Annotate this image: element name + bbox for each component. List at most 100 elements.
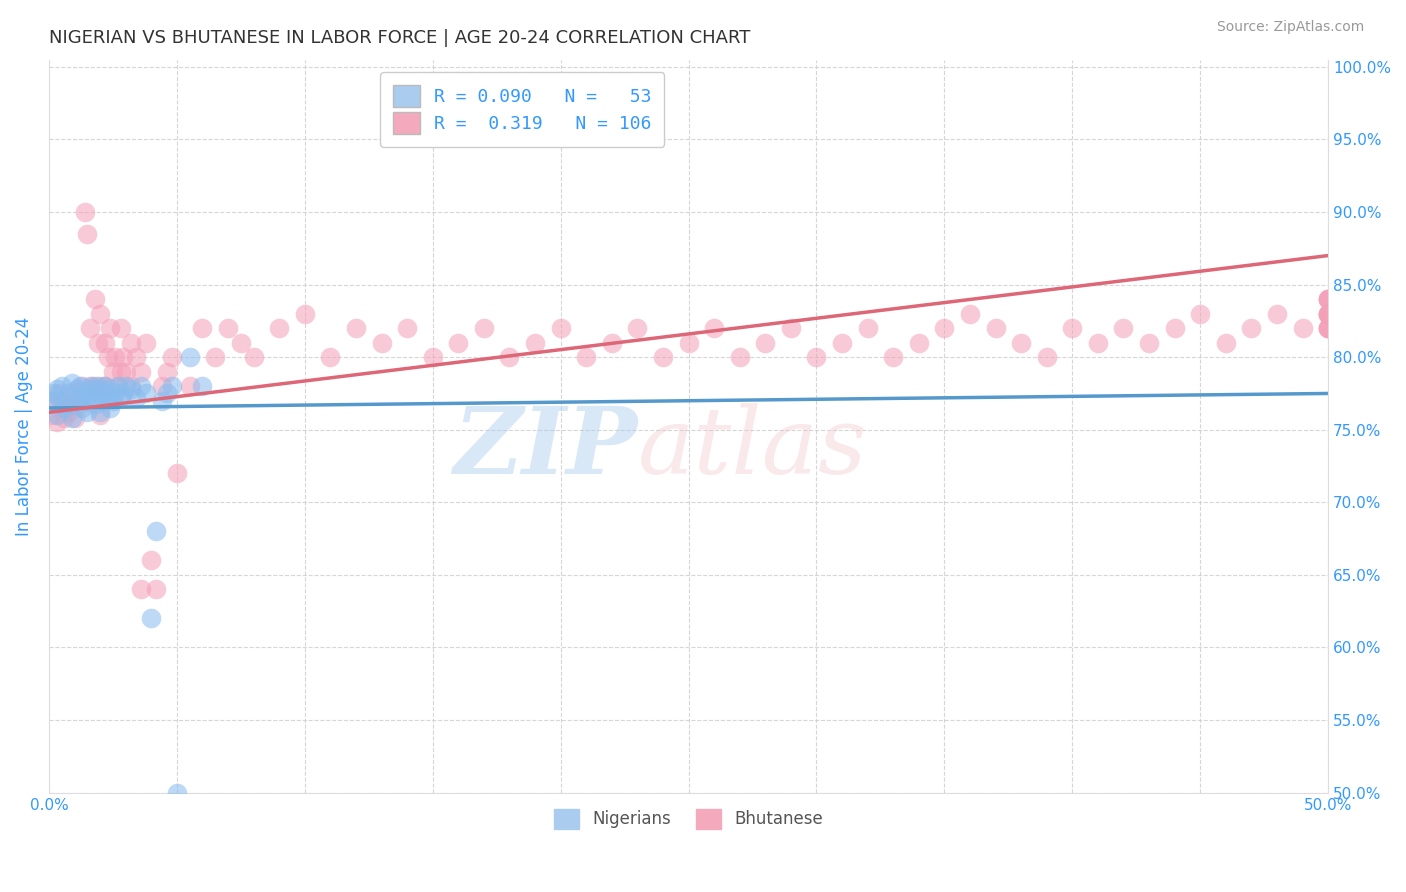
Point bbox=[48, 391, 70, 405]
Point bbox=[89, 307, 111, 321]
Point bbox=[41, 393, 63, 408]
Point bbox=[120, 379, 142, 393]
Point bbox=[145, 524, 167, 539]
Point bbox=[1317, 307, 1340, 321]
Point bbox=[120, 335, 142, 350]
Point bbox=[100, 401, 122, 415]
Point bbox=[114, 379, 136, 393]
Point bbox=[73, 205, 96, 219]
Point bbox=[48, 386, 70, 401]
Point bbox=[110, 321, 132, 335]
Point bbox=[269, 321, 291, 335]
Text: ZIP: ZIP bbox=[453, 403, 637, 493]
Point bbox=[112, 386, 135, 401]
Point bbox=[76, 386, 98, 401]
Point bbox=[1137, 335, 1160, 350]
Point bbox=[678, 335, 700, 350]
Point bbox=[472, 321, 495, 335]
Point bbox=[129, 365, 152, 379]
Point bbox=[70, 379, 93, 393]
Point bbox=[150, 393, 173, 408]
Point bbox=[319, 350, 342, 364]
Point bbox=[94, 335, 117, 350]
Point bbox=[94, 379, 117, 393]
Point bbox=[166, 817, 188, 831]
Point bbox=[1010, 335, 1032, 350]
Point bbox=[806, 350, 828, 364]
Point bbox=[145, 582, 167, 597]
Point bbox=[1317, 307, 1340, 321]
Point bbox=[129, 582, 152, 597]
Point bbox=[84, 396, 107, 410]
Point bbox=[524, 335, 547, 350]
Point bbox=[626, 321, 648, 335]
Point bbox=[498, 350, 520, 364]
Point bbox=[1317, 292, 1340, 306]
Point bbox=[97, 391, 120, 405]
Point bbox=[959, 307, 981, 321]
Point bbox=[754, 335, 776, 350]
Point bbox=[107, 379, 129, 393]
Point bbox=[104, 350, 127, 364]
Point bbox=[112, 350, 135, 364]
Point bbox=[91, 379, 114, 393]
Point bbox=[86, 335, 108, 350]
Point bbox=[114, 365, 136, 379]
Point bbox=[104, 386, 127, 401]
Point bbox=[76, 405, 98, 419]
Point bbox=[101, 365, 124, 379]
Point bbox=[1317, 307, 1340, 321]
Point bbox=[934, 321, 956, 335]
Point bbox=[70, 401, 93, 415]
Point bbox=[882, 350, 904, 364]
Point bbox=[150, 379, 173, 393]
Point bbox=[63, 393, 86, 408]
Point bbox=[45, 409, 67, 423]
Point bbox=[45, 416, 67, 430]
Point bbox=[1265, 307, 1288, 321]
Point bbox=[63, 411, 86, 425]
Point bbox=[89, 382, 111, 396]
Point bbox=[156, 386, 179, 401]
Point bbox=[1291, 321, 1313, 335]
Point bbox=[53, 401, 76, 415]
Point bbox=[42, 396, 65, 410]
Point bbox=[110, 365, 132, 379]
Point bbox=[1087, 335, 1109, 350]
Point bbox=[94, 386, 117, 401]
Point bbox=[60, 393, 83, 408]
Point bbox=[60, 376, 83, 391]
Point bbox=[984, 321, 1007, 335]
Point bbox=[41, 409, 63, 423]
Point bbox=[135, 335, 157, 350]
Point bbox=[166, 467, 188, 481]
Point bbox=[79, 321, 101, 335]
Point bbox=[1035, 350, 1057, 364]
Point bbox=[370, 335, 392, 350]
Y-axis label: In Labor Force | Age 20-24: In Labor Force | Age 20-24 bbox=[15, 317, 32, 536]
Point bbox=[51, 379, 73, 393]
Point bbox=[344, 321, 367, 335]
Legend: Nigerians, Bhutanese: Nigerians, Bhutanese bbox=[547, 802, 830, 836]
Point bbox=[780, 321, 803, 335]
Point bbox=[1317, 321, 1340, 335]
Point bbox=[135, 386, 157, 401]
Point bbox=[191, 379, 214, 393]
Point bbox=[91, 393, 114, 408]
Point bbox=[1317, 307, 1340, 321]
Point bbox=[1240, 321, 1263, 335]
Point bbox=[422, 350, 444, 364]
Point bbox=[1062, 321, 1084, 335]
Point bbox=[125, 391, 148, 405]
Point bbox=[1317, 292, 1340, 306]
Point bbox=[229, 335, 252, 350]
Point bbox=[294, 307, 316, 321]
Point bbox=[1112, 321, 1135, 335]
Point bbox=[1317, 321, 1340, 335]
Point bbox=[73, 393, 96, 408]
Point bbox=[160, 379, 183, 393]
Point bbox=[396, 321, 419, 335]
Point bbox=[1317, 292, 1340, 306]
Point bbox=[82, 391, 104, 405]
Point bbox=[51, 393, 73, 408]
